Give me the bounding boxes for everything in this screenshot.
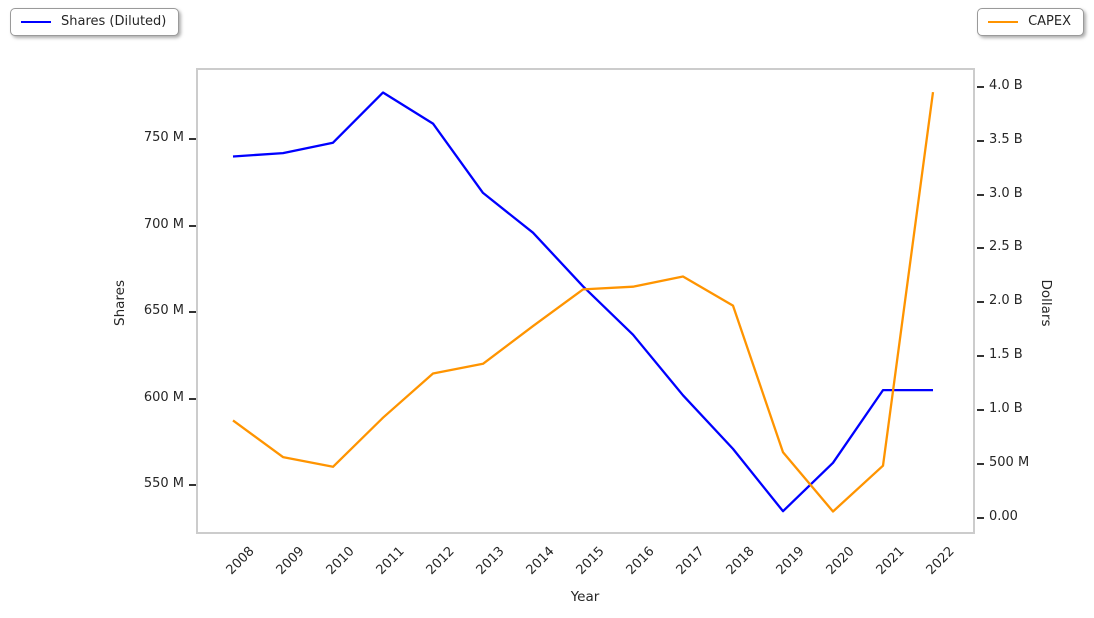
y-right-tick-label: 3.5 B <box>989 132 1023 147</box>
x-axis-title: Year <box>570 589 600 605</box>
y-right-tick-label: 0.00 <box>989 509 1018 524</box>
legend-capex-label: CAPEX <box>1028 14 1071 29</box>
y-left-tick-dash <box>189 311 196 313</box>
x-tick-label: 2022 <box>923 544 958 579</box>
x-tick-label: 2008 <box>223 544 258 579</box>
plot-area <box>198 70 973 532</box>
x-tick-label: 2019 <box>773 544 808 579</box>
y-right-tick-label: 2.5 B <box>989 239 1023 254</box>
y-left-tick-dash <box>189 138 196 140</box>
x-tick-label: 2021 <box>873 544 908 579</box>
y-left-tick-dash <box>189 398 196 400</box>
shares-line-swatch <box>21 21 51 23</box>
x-tick-label: 2014 <box>523 544 558 579</box>
y-right-tick-label: 4.0 B <box>989 78 1023 93</box>
y-right-tick-dash <box>977 463 984 465</box>
y-right-tick-dash <box>977 86 984 88</box>
capex-line-swatch <box>988 21 1019 23</box>
y-left-tick-label: 700 M <box>143 217 184 232</box>
legend-capex: CAPEX <box>977 8 1084 36</box>
y-right-tick-label: 2.0 B <box>989 293 1023 308</box>
x-tick-label: 2015 <box>573 544 608 579</box>
x-tick-label: 2017 <box>673 544 708 579</box>
x-tick-label: 2013 <box>473 544 508 579</box>
y-right-tick-label: 1.0 B <box>989 401 1023 416</box>
y-left-tick-label: 550 M <box>143 476 184 491</box>
x-tick-label: 2012 <box>423 544 458 579</box>
legend-shares: Shares (Diluted) <box>10 8 180 36</box>
y-left-tick-label: 650 M <box>143 303 184 318</box>
y-right-tick-label: 500 M <box>989 455 1030 470</box>
legend-shares-label: Shares (Diluted) <box>61 14 167 29</box>
y-right-tick-dash <box>977 194 984 196</box>
y-right-tick-label: 1.5 B <box>989 347 1023 362</box>
y-right-tick-dash <box>977 247 984 249</box>
y-left-tick-dash <box>189 484 196 486</box>
y-left-tick-label: 600 M <box>143 390 184 405</box>
y-right-tick-dash <box>977 517 984 519</box>
y-right-tick-dash <box>977 301 984 303</box>
capex-line <box>232 91 935 513</box>
y-right-tick-dash <box>977 409 984 411</box>
shares-line <box>232 91 933 513</box>
x-tick-label: 2016 <box>623 544 658 579</box>
x-tick-label: 2009 <box>273 544 308 579</box>
x-tick-label: 2020 <box>823 544 858 579</box>
x-tick-label: 2011 <box>373 544 408 579</box>
x-tick-label: 2018 <box>723 544 758 579</box>
y-left-tick-dash <box>189 225 196 227</box>
chart-lines-svg <box>232 91 935 513</box>
y-right-tick-dash <box>977 140 984 142</box>
y-left-tick-label: 750 M <box>143 130 184 145</box>
y-right-tick-label: 3.0 B <box>989 186 1023 201</box>
y-right-tick-dash <box>977 355 984 357</box>
x-tick-label: 2010 <box>323 544 358 579</box>
